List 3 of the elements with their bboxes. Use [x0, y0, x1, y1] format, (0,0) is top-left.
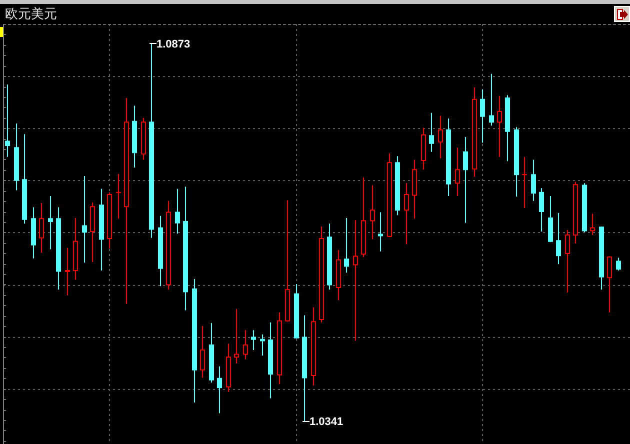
chart-title: 欧元美元 — [5, 6, 57, 21]
annotation: 1.0341 — [310, 416, 344, 428]
annotation: 1.0873 — [156, 38, 190, 50]
